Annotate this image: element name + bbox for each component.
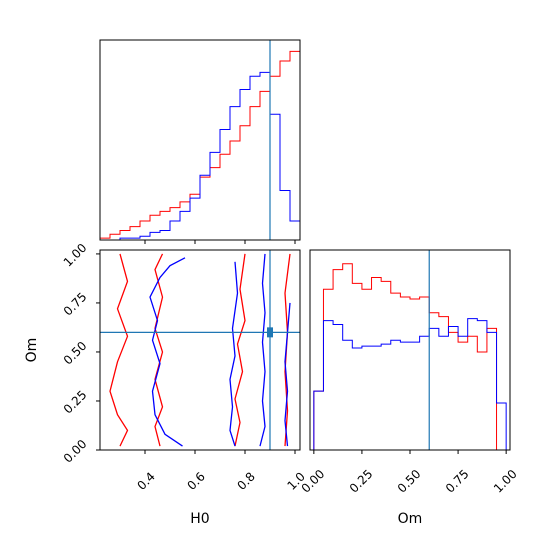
om-x-tick-label: 0.75 [443, 467, 472, 496]
om-histogram-red [313, 263, 507, 451]
contour-red-0 [109, 253, 129, 447]
joint-x-tick-label: 0.8 [234, 469, 257, 492]
contour-blue-0 [149, 257, 186, 447]
joint-x-tick-label: 0.6 [184, 469, 207, 492]
joint-y-tick-label: 0.50 [61, 339, 90, 368]
om-x-tick-label: 0.00 [299, 467, 328, 496]
om-x-tick-label: 0.25 [347, 467, 376, 496]
joint-frame [99, 249, 301, 451]
joint-y-tick-label: 0.75 [61, 290, 90, 319]
contour-blue-3 [284, 302, 291, 447]
contour-blue-1 [259, 253, 266, 447]
joint-y-tick-label: 0.00 [61, 437, 90, 466]
om-x-tick-label: 0.50 [395, 467, 424, 496]
joint-contour-panel: 0.4 0.6 0.8 1.00.000.250.500.751.00 [61, 241, 308, 493]
om-histogram-blue [313, 318, 507, 450]
y-axis-label-om: Om [24, 338, 40, 363]
x-axis-label-h0: H0 [190, 511, 209, 527]
om-marginal-panel: 0.00 0.25 0.50 0.75 1.00 [299, 249, 520, 496]
joint-x-tick-label: 0.4 [134, 469, 157, 492]
top-frame [99, 39, 301, 241]
om-x-tick-label: 1.00 [491, 467, 520, 496]
h0-marginal-panel [99, 39, 301, 244]
right-frame [309, 249, 511, 451]
joint-truth-marker [267, 327, 273, 338]
x-axis-label-om: Om [398, 511, 423, 527]
contour-red-2 [234, 253, 246, 447]
joint-y-tick-label: 0.25 [61, 388, 90, 417]
joint-y-tick-label: 1.00 [61, 241, 90, 270]
contour-blue-2 [229, 261, 239, 447]
h0-histogram-blue [100, 71, 300, 241]
